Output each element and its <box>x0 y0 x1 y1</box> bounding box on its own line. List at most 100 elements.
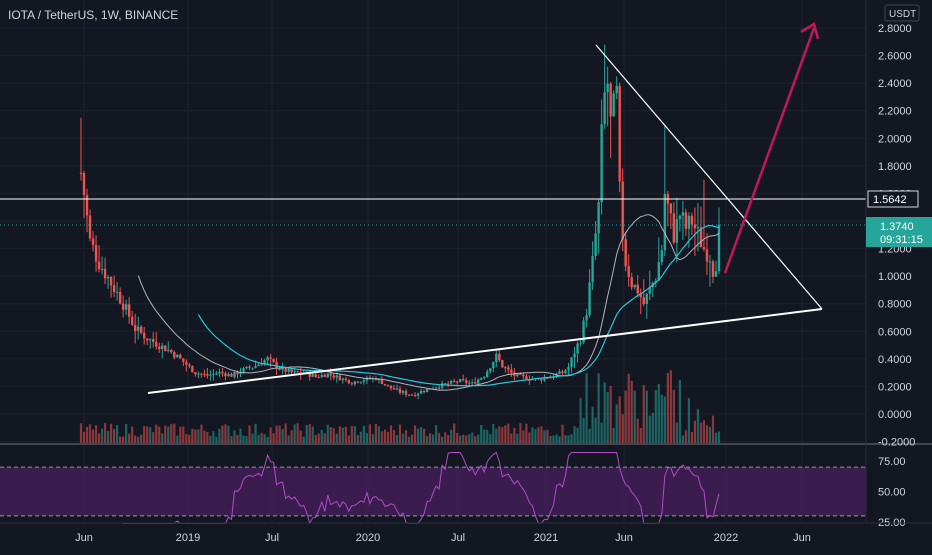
candle-body <box>492 362 495 369</box>
volume-bar <box>278 425 281 443</box>
currency-badge <box>884 4 920 22</box>
price-tick-label: 0.4000 <box>878 354 912 366</box>
candle-body <box>323 374 326 378</box>
candle-body <box>97 261 101 270</box>
candle-body <box>212 373 215 375</box>
volume-bar <box>428 433 432 443</box>
candle-body <box>362 380 366 382</box>
candle-body <box>495 353 498 363</box>
candle-body <box>290 369 293 373</box>
candle-body <box>717 224 721 272</box>
candle-body <box>91 238 95 246</box>
volume-bar <box>203 430 206 443</box>
candle-body <box>612 93 615 117</box>
candle-body <box>326 373 329 378</box>
candle-body <box>197 373 200 375</box>
volume-bar <box>245 436 248 443</box>
volume-bar <box>555 434 558 443</box>
volume-bar <box>284 423 287 443</box>
volume-bar <box>323 433 326 443</box>
candle-body <box>404 391 408 395</box>
volume-bar <box>257 434 260 443</box>
volume-bar <box>347 435 350 443</box>
candle-body <box>118 291 122 304</box>
volume-bar <box>618 396 621 443</box>
volume-bar <box>164 425 167 443</box>
volume-bar <box>441 436 444 443</box>
volume-bar <box>233 430 236 443</box>
volume-bar <box>606 391 609 443</box>
price-tick-label: 2.4000 <box>878 78 912 90</box>
candle-body <box>458 379 462 383</box>
candle-body <box>591 255 594 283</box>
candle-body <box>338 375 342 381</box>
candle-body <box>284 367 287 372</box>
volume-bar <box>371 434 375 443</box>
volume-bar <box>495 428 498 443</box>
candle-body <box>158 346 161 350</box>
volume-bar <box>206 431 209 443</box>
last-price-tag <box>866 217 932 247</box>
volume-bar <box>567 435 570 443</box>
volume-bar <box>335 433 338 443</box>
volume-bar <box>91 429 95 443</box>
volume-bar <box>642 384 645 443</box>
volume-bar <box>188 434 191 443</box>
volume-bar <box>447 434 450 443</box>
volume-bar <box>176 435 179 443</box>
volume-bar <box>88 424 92 443</box>
volume-bar <box>432 434 435 443</box>
volume-bar <box>564 435 567 443</box>
candle-body <box>100 268 104 270</box>
price-tick-label: 0.6000 <box>878 326 912 338</box>
volume-bar <box>597 373 600 443</box>
volume-bar <box>230 436 233 443</box>
price-tick-label: 2.2000 <box>878 106 912 118</box>
volume-bar <box>109 423 113 443</box>
volume-bar <box>579 398 582 443</box>
volume-bar <box>657 384 660 443</box>
candle-body <box>380 379 384 384</box>
volume-bar <box>489 434 492 443</box>
candle-body <box>155 342 158 347</box>
candle-body <box>296 371 299 373</box>
volume-bar <box>143 426 146 443</box>
candle-body <box>287 369 290 372</box>
candle-body <box>317 376 320 378</box>
candle-body <box>564 370 567 374</box>
rsi-tick-label: 50.00 <box>878 487 906 499</box>
volume-bar <box>383 429 387 443</box>
candle-body <box>579 342 582 344</box>
candle-body <box>501 360 504 368</box>
candle-body <box>127 304 131 317</box>
volume-bar <box>158 426 161 443</box>
volume-bar <box>332 428 335 443</box>
volume-bar <box>413 425 417 443</box>
volume-bar <box>182 426 185 443</box>
volume-bar <box>630 380 633 443</box>
time-tick-label: Jun <box>615 532 633 544</box>
volume-bar <box>459 435 462 443</box>
candle-body <box>543 377 546 381</box>
volume-bar <box>444 432 447 443</box>
price-axis: 2.80002.60002.40002.20002.00001.80001.60… <box>865 0 932 529</box>
candle-body <box>359 381 363 383</box>
volume-bar <box>359 431 362 443</box>
candle-body <box>112 285 116 293</box>
volume-bar <box>546 429 549 443</box>
volume-bar <box>570 434 573 443</box>
candle-body <box>525 376 528 380</box>
volume-bar <box>308 424 311 443</box>
volume-bar <box>269 427 272 443</box>
volume-bar <box>305 425 308 443</box>
volume-bar <box>251 433 254 443</box>
volume-bar <box>215 436 218 443</box>
candle-body <box>115 291 119 293</box>
volume-bar <box>693 420 697 443</box>
volume-bar <box>621 414 624 443</box>
candle-body <box>139 326 143 333</box>
candle-body <box>185 361 188 365</box>
candle-body <box>696 227 700 229</box>
candle-body <box>615 85 618 94</box>
